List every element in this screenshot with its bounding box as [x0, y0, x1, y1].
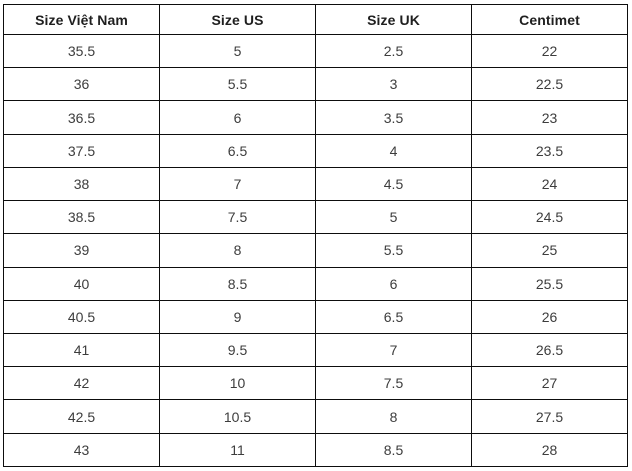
table-row: 42 10 7.5 27 — [3, 366, 628, 401]
table-row: 41 9.5 7 26.5 — [3, 332, 628, 368]
table-cell: 5 — [159, 33, 316, 69]
table-cell: 6.5 — [315, 299, 472, 334]
table-cell: 24 — [471, 166, 628, 202]
table-cell: 4.5 — [315, 166, 472, 202]
table-cell: 8 — [159, 233, 316, 268]
table-cell: 22.5 — [471, 67, 628, 102]
header-row: Size Việt Nam Size US Size UK Centimet — [3, 4, 628, 35]
table-cell: 8 — [315, 399, 472, 434]
table-row: 35.5 5 2.5 22 — [3, 33, 628, 69]
table-cell: 26 — [471, 299, 628, 334]
column-header: Size US — [159, 4, 316, 35]
table-cell: 40.5 — [3, 299, 160, 334]
table-cell: 25.5 — [471, 266, 628, 301]
table-cell: 27 — [471, 366, 628, 401]
table-cell: 6 — [159, 100, 316, 135]
table-row: 43 11 8.5 28 — [3, 432, 628, 468]
table-cell: 2.5 — [315, 33, 472, 69]
table-cell: 7.5 — [159, 200, 316, 235]
table-cell: 8.5 — [315, 432, 472, 468]
table-cell: 36.5 — [3, 100, 160, 135]
table-cell: 10 — [159, 366, 316, 401]
table-cell: 3.5 — [315, 100, 472, 135]
table-cell: 5 — [315, 200, 472, 235]
table-cell: 39 — [3, 233, 160, 268]
table-cell: 10.5 — [159, 399, 316, 434]
table-cell: 22 — [471, 33, 628, 69]
table-cell: 42.5 — [3, 399, 160, 434]
column-header: Size Việt Nam — [3, 4, 160, 35]
table-cell: 41 — [3, 332, 160, 368]
table-cell: 37.5 — [3, 133, 160, 168]
table-cell: 9.5 — [159, 332, 316, 368]
table-row: 40.5 9 6.5 26 — [3, 299, 628, 334]
table-cell: 7 — [315, 332, 472, 368]
table-cell: 6 — [315, 266, 472, 301]
table-row: 37.5 6.5 4 23.5 — [3, 133, 628, 168]
table-cell: 4 — [315, 133, 472, 168]
table-row: 36.5 6 3.5 23 — [3, 100, 628, 135]
table-cell: 5.5 — [315, 233, 472, 268]
table-cell: 38.5 — [3, 200, 160, 235]
table-cell: 7.5 — [315, 366, 472, 401]
table-cell: 9 — [159, 299, 316, 334]
table-cell: 6.5 — [159, 133, 316, 168]
table-cell: 25 — [471, 233, 628, 268]
table-row: 42.5 10.5 8 27.5 — [3, 399, 628, 434]
column-header: Size UK — [315, 4, 472, 35]
table-cell: 36 — [3, 67, 160, 102]
table-cell: 43 — [3, 432, 160, 468]
table-cell: 27.5 — [471, 399, 628, 434]
table-row: 38.5 7.5 5 24.5 — [3, 200, 628, 235]
table-cell: 11 — [159, 432, 316, 468]
table-body: 35.5 5 2.5 22 36 5.5 3 22.5 36.5 6 3.5 23 37.5 6.5 4 23… — [3, 33, 628, 468]
table-cell: 24.5 — [471, 200, 628, 235]
table-cell: 23.5 — [471, 133, 628, 168]
table-row: 38 7 4.5 24 — [3, 166, 628, 202]
table-cell: 40 — [3, 266, 160, 301]
table-cell: 42 — [3, 366, 160, 401]
table-head: Size Việt Nam Size US Size UK Centimet — [3, 4, 628, 35]
table-cell: 5.5 — [159, 67, 316, 102]
table-cell: 3 — [315, 67, 472, 102]
table-cell: 8.5 — [159, 266, 316, 301]
column-header: Centimet — [471, 4, 628, 35]
table-cell: 38 — [3, 166, 160, 202]
table-cell: 28 — [471, 432, 628, 468]
table-cell: 23 — [471, 100, 628, 135]
table-cell: 7 — [159, 166, 316, 202]
table-cell: 26.5 — [471, 332, 628, 368]
table-row: 40 8.5 6 25.5 — [3, 266, 628, 301]
table-row: 39 8 5.5 25 — [3, 233, 628, 268]
table-row: 36 5.5 3 22.5 — [3, 67, 628, 102]
size-conversion-table: Size Việt Nam Size US Size UK Centimet 35.5… — [3, 4, 628, 468]
table-cell: 35.5 — [3, 33, 160, 69]
